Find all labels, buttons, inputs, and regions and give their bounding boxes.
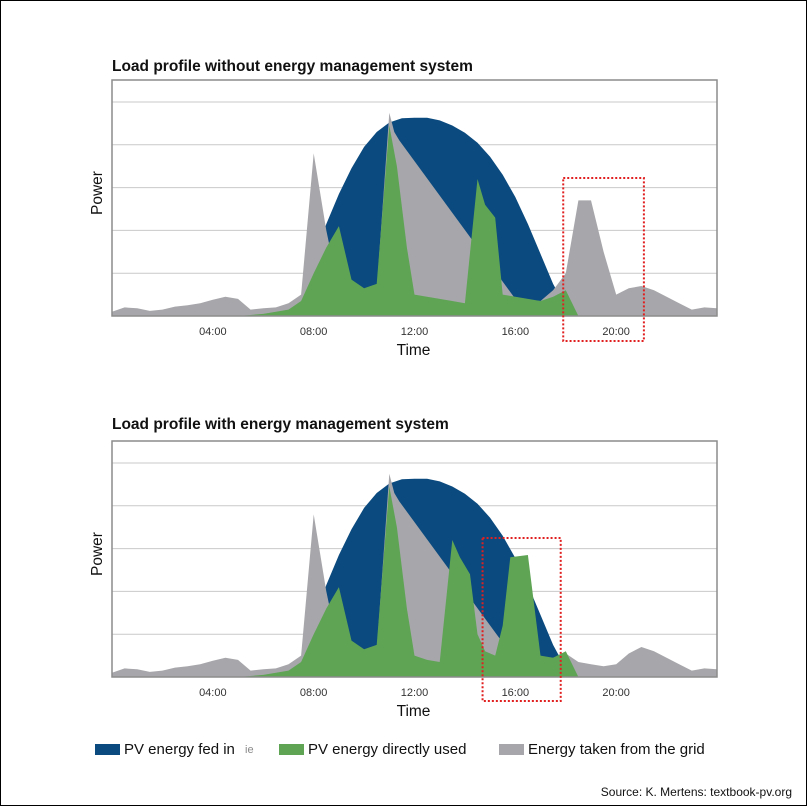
plot-frame — [111, 440, 718, 678]
x-axis-label: Time — [397, 342, 431, 359]
x-tick-label: 08:00 — [300, 687, 328, 699]
chart-title: Load profile with energy management syst… — [112, 416, 449, 433]
x-tick-label: 04:00 — [199, 326, 227, 338]
x-tick-label: 12:00 — [401, 687, 429, 699]
legend-swatch-fed-in — [95, 744, 120, 755]
series-energy-taken-from-the-grid — [112, 112, 717, 316]
legend-swatch-grid — [499, 744, 524, 755]
series-energy-taken-from-the-grid — [112, 473, 717, 677]
x-tick-label: 16:00 — [502, 326, 530, 338]
y-axis-label: Power — [89, 171, 106, 215]
chart-with-ems: Load profile with energy management syst… — [89, 416, 718, 720]
legend-label-direct-use: PV energy directly used — [308, 741, 467, 758]
chart-title: Load profile without energy management s… — [112, 58, 473, 75]
legend-label-fed-in: PV energy fed in — [124, 741, 235, 758]
highlight-box — [481, 537, 562, 702]
x-tick-label: 20:00 — [602, 687, 630, 699]
x-axis-label: Time — [397, 703, 431, 720]
highlight-box — [562, 177, 645, 342]
x-tick-label: 16:00 — [502, 687, 530, 699]
series-pv-energy-directly-used — [238, 486, 579, 677]
plot-frame — [111, 79, 718, 317]
x-tick-label: 08:00 — [300, 326, 328, 338]
legend: PV energy fed in ie PV energy directly u… — [1, 741, 807, 765]
chart-without-ems: Load profile without energy management s… — [89, 58, 718, 359]
legend-item-grid: Energy taken from the grid — [499, 741, 705, 758]
x-tick-label: 12:00 — [401, 326, 429, 338]
series-pv-energy-directly-used — [238, 125, 579, 316]
source-credit: Source: K. Mertens: textbook-pv.org — [600, 785, 792, 799]
legend-swatch-direct-use — [279, 744, 304, 755]
legend-item-direct-use: PV energy directly used — [279, 741, 466, 758]
y-axis-label: Power — [89, 532, 106, 576]
legend-note: ie — [245, 744, 254, 756]
x-tick-label: 04:00 — [199, 687, 227, 699]
legend-item-fed-in: PV energy fed in — [95, 741, 235, 758]
legend-label-grid: Energy taken from the grid — [528, 741, 705, 758]
x-tick-label: 20:00 — [602, 326, 630, 338]
